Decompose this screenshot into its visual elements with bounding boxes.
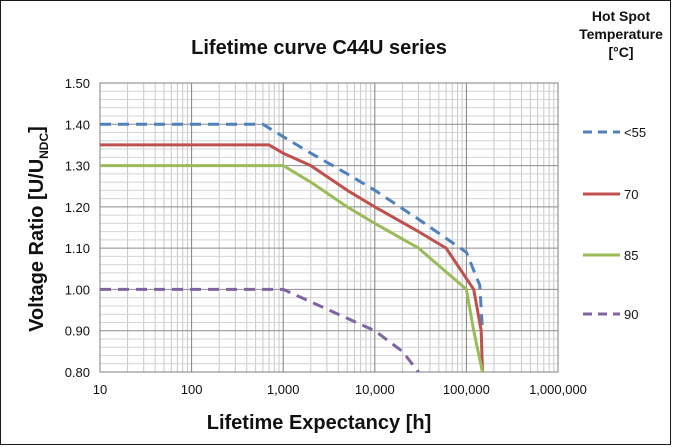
plot-area-border: [99, 82, 559, 373]
y-axis-title: Voltage Ratio [U/UNDC]: [26, 126, 51, 332]
y-tick-label: 1.40: [65, 117, 90, 132]
x-tick-label: 1,000,000: [529, 382, 587, 397]
legend-label-1: <55: [624, 125, 646, 140]
series-line-4: [100, 287, 420, 373]
y-tick-label: 1.00: [65, 282, 90, 297]
legend: Hot Spot Temperature [°C] <55 70 85 90: [579, 8, 663, 322]
y-axis-title-main: Voltage Ratio [U/U: [26, 159, 48, 332]
x-tick-label: 1,000: [267, 382, 300, 397]
legend-title-line-2: Temperature: [579, 26, 663, 42]
legend-label-4: 90: [624, 307, 638, 322]
series-line-1: [100, 122, 484, 331]
legend-title-line-3: [°C]: [608, 44, 633, 60]
chart-title: Lifetime curve C44U series: [191, 37, 447, 59]
series-line-3: [100, 164, 484, 373]
x-tick-label: 10: [93, 382, 107, 397]
legend-label-2: 70: [624, 187, 638, 202]
y-tick-label: 1.50: [65, 76, 90, 91]
legend-title-line-1: Hot Spot: [592, 8, 651, 24]
y-tick-label: 0.90: [65, 324, 90, 339]
x-tick-label: 100: [181, 382, 203, 397]
y-tick-label: 1.20: [65, 200, 90, 215]
y-tick-label: 1.30: [65, 159, 90, 174]
legend-label-3: 85: [624, 248, 638, 263]
axis-tick-labels: 10 100 1,000 10,000 100,000 1,000,000 0.80 0.90…: [65, 76, 587, 397]
plot-grid: [99, 82, 559, 373]
y-tick-label: 1.10: [65, 241, 90, 256]
x-tick-label: 100,000: [443, 382, 490, 397]
x-axis-title: Lifetime Expectancy [h]: [207, 412, 432, 434]
y-axis-title-subscript: NDC: [37, 133, 51, 159]
y-tick-label: 0.80: [65, 365, 90, 380]
series-line-2: [100, 143, 484, 373]
series-lines: [100, 122, 484, 373]
y-axis-title-end: ]: [26, 126, 48, 133]
x-tick-label: 10,000: [355, 382, 395, 397]
